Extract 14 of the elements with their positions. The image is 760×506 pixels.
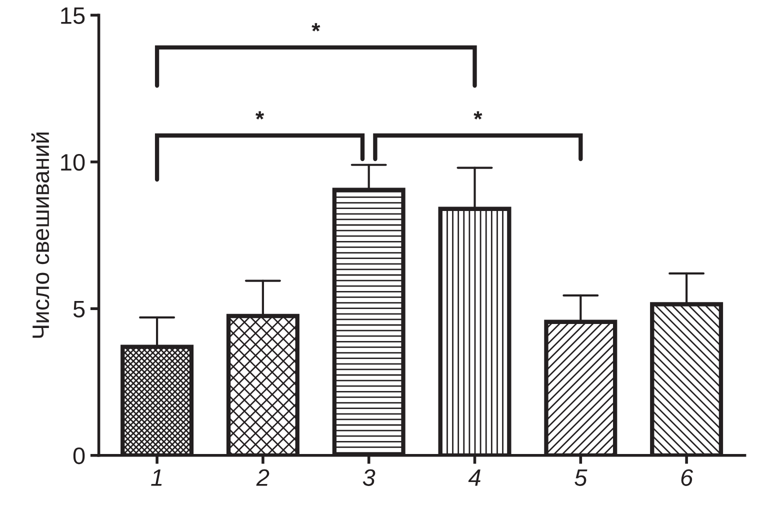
annotation: * — [474, 111, 482, 120]
x-tick-label: 1 — [151, 469, 162, 486]
y-axis-title: Число свешиваний — [31, 132, 50, 338]
x-tick-label: 3 — [362, 469, 376, 486]
y-tick-label: 5 — [73, 300, 85, 318]
annotation: * — [256, 111, 264, 120]
annotation: * — [312, 23, 320, 32]
y-tick-label: 15 — [61, 7, 85, 24]
x-tick-label: 2 — [256, 469, 270, 486]
x-tick-label: 4 — [468, 469, 480, 486]
y-tick-label: 0 — [73, 447, 85, 464]
x-tick-label: 5 — [574, 469, 588, 486]
x-tick-label: 6 — [681, 469, 694, 486]
y-tick-label: 10 — [61, 154, 85, 171]
